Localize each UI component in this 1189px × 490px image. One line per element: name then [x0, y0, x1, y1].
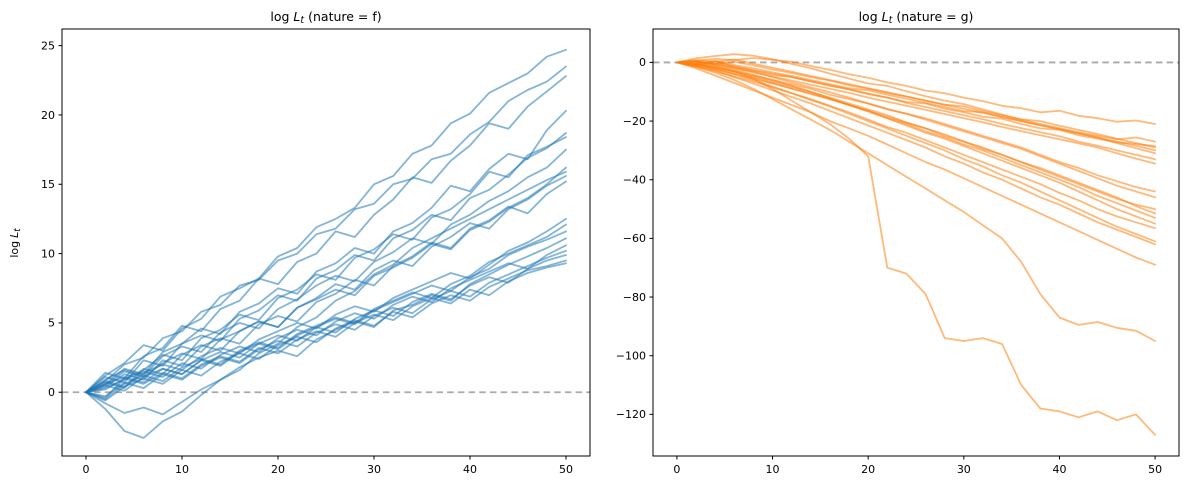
trajectory-line-g14: [676, 60, 1156, 225]
x-tick-label: 10: [766, 463, 780, 476]
trajectory-line-f05: [85, 132, 567, 394]
trajectory-line-f17: [85, 249, 567, 398]
panel-f-title: log Lt (nature = f): [270, 9, 381, 26]
panel-g-plot-area: 0 10 20 30 40 50 0 −20 −40 −60 −80 −100 −120: [616, 28, 1180, 476]
y-tick-label: 20: [41, 109, 55, 122]
y-tick-label: 5: [48, 317, 55, 330]
y-tick-label: −20: [623, 115, 646, 128]
trajectory-line-g07: [676, 61, 1156, 161]
trajectory-line-f11: [85, 180, 567, 394]
axes-frame: [652, 28, 1180, 457]
x-tick-label: 0: [83, 463, 90, 476]
title-L-text: L: [882, 9, 889, 24]
y-tick-label: 0: [48, 386, 55, 399]
trajectory-line-g18: [676, 61, 1156, 266]
y-tick-label: −100: [616, 350, 646, 363]
x-tick-label: 30: [957, 463, 971, 476]
trajectory-line-f04: [85, 109, 567, 394]
trajectory-line-g17: [676, 61, 1156, 246]
ylabel-sub-t-text: t: [13, 228, 23, 232]
trajectory-line-f12: [85, 217, 567, 394]
title-log-text: log: [270, 9, 289, 24]
panel-f-plot-area: 0 10 20 30 40 50 0 5 10 15 20 25: [41, 28, 591, 476]
trajectory-line-f10: [85, 175, 567, 394]
ylabel-log-text: log: [8, 241, 21, 258]
y-tick-label: −40: [623, 174, 646, 187]
x-tick-label: 20: [271, 463, 285, 476]
title-suffix-text: (nature = g): [896, 9, 973, 24]
y-tick-label: −60: [623, 232, 646, 245]
title-suffix-text: (nature = f): [308, 9, 382, 24]
title-log-text: log: [859, 9, 878, 24]
trajectory-line-g10: [676, 60, 1156, 199]
trajectory-line-f20: [85, 262, 567, 394]
trajectory-line-g01: [676, 57, 1156, 125]
title-L-text: L: [293, 9, 300, 24]
y-tick-label: 15: [41, 178, 55, 191]
x-tick-label: 50: [1148, 463, 1162, 476]
x-tick-label: 20: [861, 463, 875, 476]
trajectory-line-f13: [85, 223, 567, 401]
trajectory-line-g15: [676, 61, 1156, 230]
trajectory-line-f06: [85, 136, 567, 399]
axes-frame: [61, 28, 591, 457]
x-tick-label: 40: [1052, 463, 1066, 476]
trajectory-line-f02: [85, 65, 567, 394]
trajectory-line-f09: [85, 170, 567, 439]
trajectory-line-g06: [676, 58, 1156, 155]
x-tick-label: 30: [367, 463, 381, 476]
trajectory-line-f14: [85, 230, 567, 394]
trajectory-line-f07: [85, 148, 567, 394]
x-tick-label: 0: [673, 463, 680, 476]
y-tick-label: 0: [639, 56, 646, 69]
trajectory-line-g12: [676, 61, 1156, 215]
trajectory-line-g19: [676, 61, 1156, 342]
x-tick-label: 40: [463, 463, 477, 476]
trajectory-line-g13: [676, 61, 1156, 219]
trajectory-line-f18: [85, 254, 567, 394]
y-tick-label: 10: [41, 247, 55, 260]
x-tick-label: 50: [559, 463, 573, 476]
trajectory-line-f19: [85, 259, 567, 402]
y-tick-label: 25: [41, 39, 55, 52]
title-sub-t-text: t: [889, 15, 894, 26]
y-axis-label: log Lt: [8, 228, 23, 258]
panel-nature-g: 0 10 20 30 40 50 0 −20 −40 −60 −80 −100 −120 log Lt (n…: [616, 9, 1180, 476]
panel-g-title: log Lt (nature = g): [859, 9, 974, 26]
x-tick-label: 10: [175, 463, 189, 476]
trajectory-line-f01: [85, 48, 567, 394]
trajectory-line-g20: [676, 61, 1156, 436]
y-tick-label: −120: [616, 408, 646, 421]
panel-nature-f: 0 10 20 30 40 50 0 5 10 15 20 25 log Lt (nature = f): [41, 9, 591, 476]
title-sub-t-text: t: [300, 15, 305, 26]
y-tick-label: −80: [623, 291, 646, 304]
trajectory-line-f03: [85, 75, 567, 394]
ylabel-L-text: L: [8, 232, 21, 238]
trajectory-line-g02: [676, 53, 1156, 143]
